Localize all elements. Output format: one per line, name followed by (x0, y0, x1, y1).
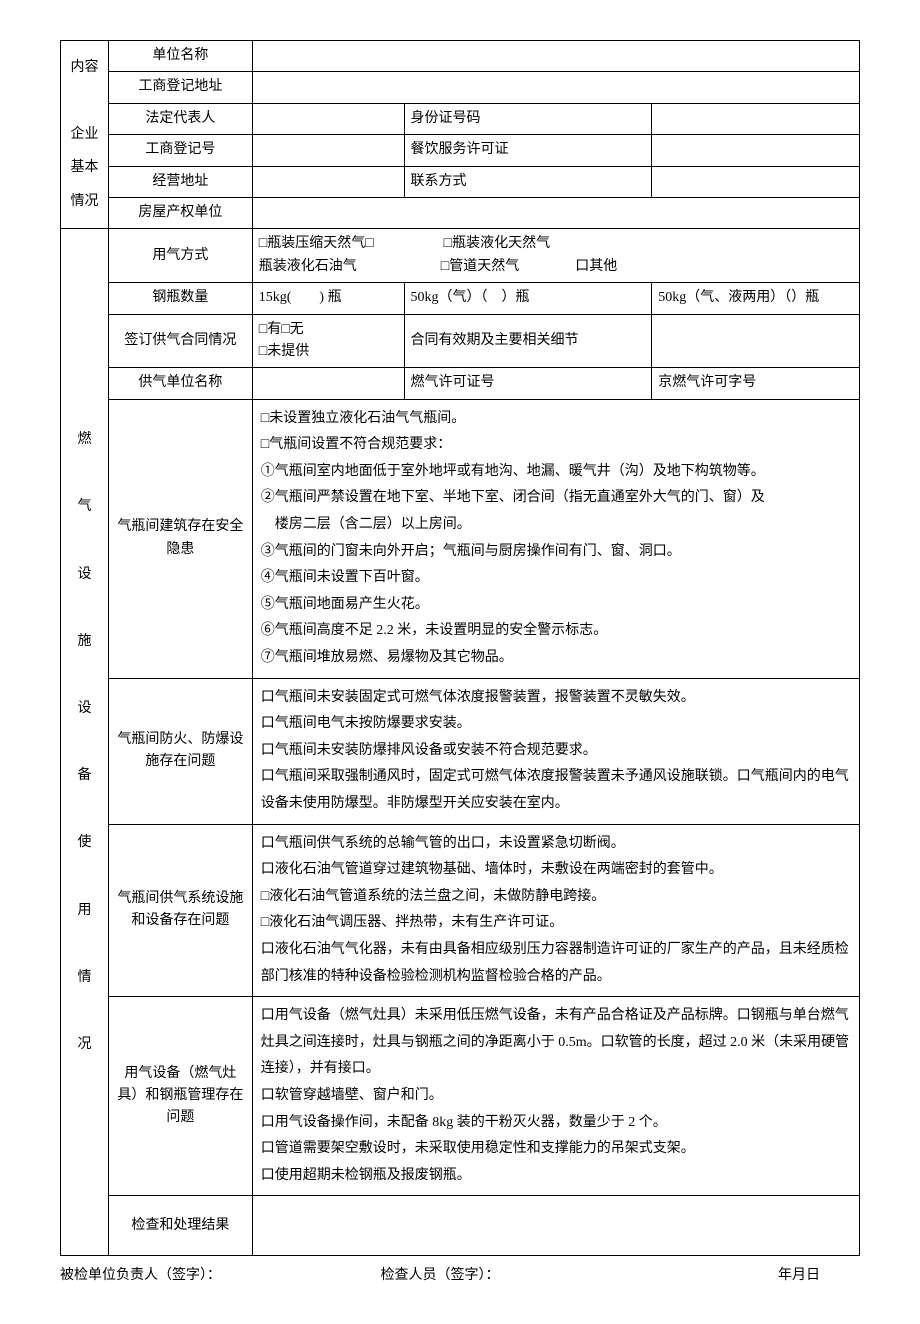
gas-method-options[interactable]: □瓶装压缩天然气□ □瓶装液化天然气 瓶装液化石油气 □管道天然气 口其他 (252, 229, 859, 283)
sec4-label: 用气设备（燃气灶具）和钢瓶管理存在问题 (108, 997, 252, 1196)
result-value[interactable] (252, 1196, 859, 1256)
sec3-text[interactable]: 口气瓶间供气系统的总输气管的出口，未设置紧急切断阀。 口液化石油气管道穿过建筑物… (252, 824, 859, 997)
legal-rep-value[interactable] (252, 103, 404, 134)
biz-addr-label: 工商登记地址 (108, 72, 252, 103)
op-addr-label: 经营地址 (108, 166, 252, 197)
gas-method-line2: 瓶装液化石油气 □管道天然气 口其他 (259, 259, 617, 274)
catering-license-label: 餐饮服务许可证 (404, 135, 652, 166)
signature-footer: 被检单位负责人（签字）： 检查人员（签字）： 年月日 (60, 1264, 860, 1284)
inspected-unit-sign-label: 被检单位负责人（签字）： (60, 1264, 313, 1284)
gas-method-label: 用气方式 (108, 229, 252, 283)
prop-owner-value[interactable] (252, 197, 859, 228)
op-addr-value[interactable] (252, 166, 404, 197)
biz-reg-label: 工商登记号 (108, 135, 252, 166)
gas-section-rowhead: 燃气设施设备使用情况 (61, 229, 109, 1256)
sec1-text[interactable]: □未设置独立液化石油气气瓶间。 □气瓶间设置不符合规范要求： ①气瓶间室内地面低… (252, 399, 859, 678)
basic-info-rowhead: 内容企业基本情况 (61, 41, 109, 229)
contract-valid-value[interactable] (652, 314, 860, 368)
contract-label: 签订供气合同情况 (108, 314, 252, 368)
gas-method-line1: □瓶装压缩天然气□ □瓶装液化天然气 (259, 236, 550, 251)
biz-addr-value[interactable] (252, 72, 859, 103)
prop-owner-label: 房屋产权单位 (108, 197, 252, 228)
cyl-50kg-dual[interactable]: 50kg（气、液两用）（）瓶 (652, 283, 860, 314)
date-label: 年月日 (567, 1264, 860, 1284)
sec4-text[interactable]: 口用气设备（燃气灶具）未采用低压燃气设备，未有产品合格证及产品标牌。口钢瓶与单台… (252, 997, 859, 1196)
inspection-form-table: 内容企业基本情况 单位名称 工商登记地址 法定代表人 身份证号码 工商登记号 餐… (60, 40, 860, 1256)
contract-options[interactable]: □有□无 □未提供 (252, 314, 404, 368)
cyl-50kg-gas[interactable]: 50kg（气）（ ）瓶 (404, 283, 652, 314)
contact-label: 联系方式 (404, 166, 652, 197)
sec2-text[interactable]: 口气瓶间未安装固定式可燃气体浓度报警装置，报警装置不灵敏失效。 口气瓶间电气未按… (252, 678, 859, 824)
cyl-count-label: 钢瓶数量 (108, 283, 252, 314)
unit-name-value[interactable] (252, 41, 859, 72)
id-no-value[interactable] (652, 103, 860, 134)
sec2-label: 气瓶间防火、防爆设施存在问题 (108, 678, 252, 824)
id-no-label: 身份证号码 (404, 103, 652, 134)
gas-license-label: 燃气许可证号 (404, 368, 652, 399)
jing-license: 京燃气许可字号 (652, 368, 860, 399)
supplier-label: 供气单位名称 (108, 368, 252, 399)
supplier-value[interactable] (252, 368, 404, 399)
result-label: 检查和处理结果 (108, 1196, 252, 1256)
contact-value[interactable] (652, 166, 860, 197)
inspector-sign-label: 检查人员（签字）： (313, 1264, 566, 1284)
sec3-label: 气瓶间供气系统设施和设备存在问题 (108, 824, 252, 997)
unit-name-label: 单位名称 (108, 41, 252, 72)
legal-rep-label: 法定代表人 (108, 103, 252, 134)
catering-license-value[interactable] (652, 135, 860, 166)
sec1-label: 气瓶间建筑存在安全隐患 (108, 399, 252, 678)
cyl-15kg[interactable]: 15kg( ) 瓶 (252, 283, 404, 314)
contract-valid-label: 合同有效期及主要相关细节 (404, 314, 652, 368)
biz-reg-value[interactable] (252, 135, 404, 166)
